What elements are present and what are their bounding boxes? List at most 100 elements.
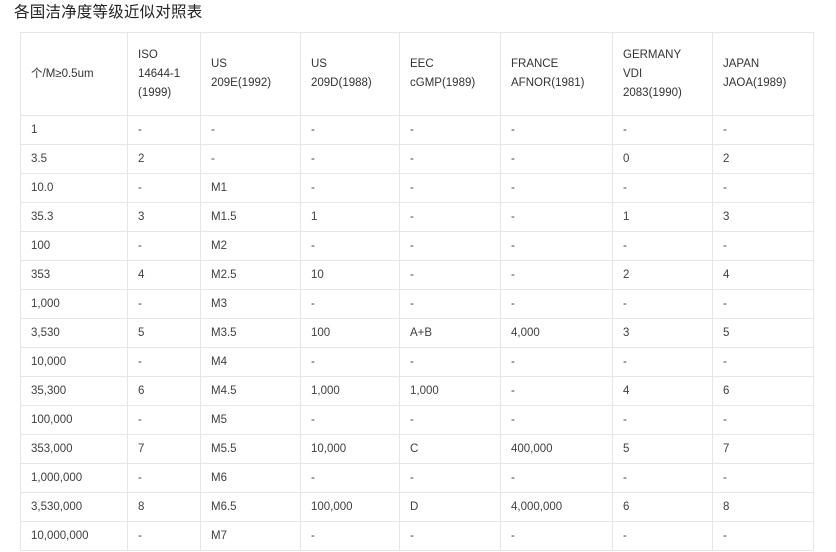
- table-cell: -: [712, 231, 814, 261]
- table-cell: -: [399, 521, 501, 551]
- table-cell: M3: [200, 289, 301, 319]
- table-cell: M1: [200, 173, 301, 203]
- table-cell: 6: [712, 376, 814, 406]
- table-cell: -: [612, 173, 713, 203]
- table-cell: -: [200, 115, 301, 145]
- table-cell: M2: [200, 231, 301, 261]
- table-cell: M6: [200, 463, 301, 493]
- table-cell: -: [300, 144, 400, 174]
- column-header-line: 209E(1992): [211, 77, 272, 89]
- table-row: 10,000,000- M7- - - - -: [20, 521, 814, 551]
- particle-count-cell: 1,000: [20, 289, 128, 319]
- table-cell: -: [300, 289, 400, 319]
- table-cell: 5: [712, 318, 814, 348]
- table-cell: -: [612, 347, 713, 377]
- table-cell: -: [612, 521, 713, 551]
- table-cell: -: [712, 405, 814, 435]
- table-cell: 4: [127, 260, 201, 290]
- column-header-line: (1999): [138, 86, 172, 99]
- table-cell: M4: [200, 347, 301, 377]
- particle-count-cell: 10.0: [20, 173, 128, 203]
- table-cell: -: [612, 463, 713, 493]
- table-cell: -: [500, 231, 613, 261]
- table-cell: -: [399, 405, 501, 435]
- table-cell: -: [500, 173, 613, 203]
- table-cell: -: [500, 405, 613, 435]
- cleanroom-class-comparison-table-container: 个/M≥0.5um ISO 14644-1 (1999) US 209E(1992) US 2…: [20, 32, 814, 551]
- table-cell: -: [500, 115, 613, 145]
- table-cell: 5: [612, 434, 713, 464]
- table-cell: 4,000: [500, 318, 613, 348]
- particle-count-cell: 10,000,000: [20, 521, 128, 551]
- table-cell: 1,000: [399, 376, 501, 406]
- table-cell: -: [127, 231, 201, 261]
- table-cell: -: [712, 463, 814, 493]
- table-cell: -: [300, 521, 400, 551]
- table-cell: 3: [127, 202, 201, 232]
- table-cell: -: [300, 115, 400, 145]
- table-cell: M4.5: [200, 376, 301, 406]
- table-cell: 400,000: [500, 434, 613, 464]
- table-row: 100,000- M5- - - - -: [20, 405, 814, 435]
- table-cell: 5: [127, 318, 201, 348]
- table-row: 353 4 M2.5 10- -2 4: [20, 260, 814, 290]
- table-cell: 3: [712, 202, 814, 232]
- table-cell: -: [612, 231, 713, 261]
- table-cell: -: [500, 202, 613, 232]
- table-cell: -: [399, 347, 501, 377]
- particle-count-cell: 1,000,000: [20, 463, 128, 493]
- table-cell: 1,000: [300, 376, 400, 406]
- table-row: 100- M2- - - - -: [20, 231, 814, 261]
- table-header: 个/M≥0.5um ISO 14644-1 (1999) US 209E(1992) US 2…: [20, 32, 814, 116]
- table-cell: -: [127, 289, 201, 319]
- table-cell: M5: [200, 405, 301, 435]
- table-cell: C: [399, 434, 501, 464]
- column-header-line: VDI 2083(1990): [623, 67, 682, 99]
- table-cell: M6.5: [200, 492, 301, 522]
- table-cell: 6: [127, 376, 201, 406]
- table-row: 3,530 5 M3.5 100 A+B 4,000 3 5: [20, 318, 814, 348]
- table-cell: M7: [200, 521, 301, 551]
- particle-count-cell: 35,300: [20, 376, 128, 406]
- table-cell: -: [300, 405, 400, 435]
- table-cell: -: [712, 289, 814, 319]
- column-header-line: 14644-1: [138, 67, 181, 80]
- column-header-5: FRANCE AFNOR(1981): [500, 32, 613, 116]
- table-cell: -: [399, 115, 501, 145]
- table-cell: -: [399, 202, 501, 232]
- column-header-line: cGMP(1989): [410, 77, 476, 89]
- table-row: 1,000,000- M6- - - - -: [20, 463, 814, 493]
- table-cell: -: [127, 521, 201, 551]
- table-cell: 2: [712, 144, 814, 174]
- particle-count-cell: 100: [20, 231, 128, 261]
- particle-count-cell: 10,000: [20, 347, 128, 377]
- table-cell: -: [127, 405, 201, 435]
- table-header-row: 个/M≥0.5um ISO 14644-1 (1999) US 209E(1992) US 2…: [20, 32, 814, 116]
- table-cell: -: [612, 115, 713, 145]
- table-row: 35,300 6 M4.5 1,000 1,000-4 6: [20, 376, 814, 406]
- column-header-line: FRANCE: [511, 58, 559, 70]
- table-cell: 1: [300, 202, 400, 232]
- page-title: 各国洁净度等级近似对照表: [14, 4, 203, 21]
- particle-count-cell: 1: [20, 115, 128, 145]
- table-cell: -: [612, 289, 713, 319]
- table-cell: 4: [612, 376, 713, 406]
- table-cell: -: [500, 289, 613, 319]
- table-cell: -: [712, 347, 814, 377]
- column-header-line: GERMANY: [623, 48, 682, 61]
- table-cell: M5.5: [200, 434, 301, 464]
- table-cell: 6: [612, 492, 713, 522]
- column-header-line: JAPAN: [723, 58, 760, 70]
- table-cell: -: [612, 405, 713, 435]
- column-header-line: ISO: [138, 48, 158, 61]
- table-cell: M2.5: [200, 260, 301, 290]
- column-header-line: US: [311, 58, 327, 70]
- particle-count-cell: 100,000: [20, 405, 128, 435]
- table-cell: -: [500, 463, 613, 493]
- table-cell: 100: [300, 318, 400, 348]
- table-cell: 8: [127, 492, 201, 522]
- table-cell: 100,000: [300, 492, 400, 522]
- column-header-0: 个/M≥0.5um: [20, 32, 128, 116]
- column-header-2: US 209E(1992): [200, 32, 301, 116]
- table-row: 35.3 3 M1.5 1- -1 3: [20, 202, 814, 232]
